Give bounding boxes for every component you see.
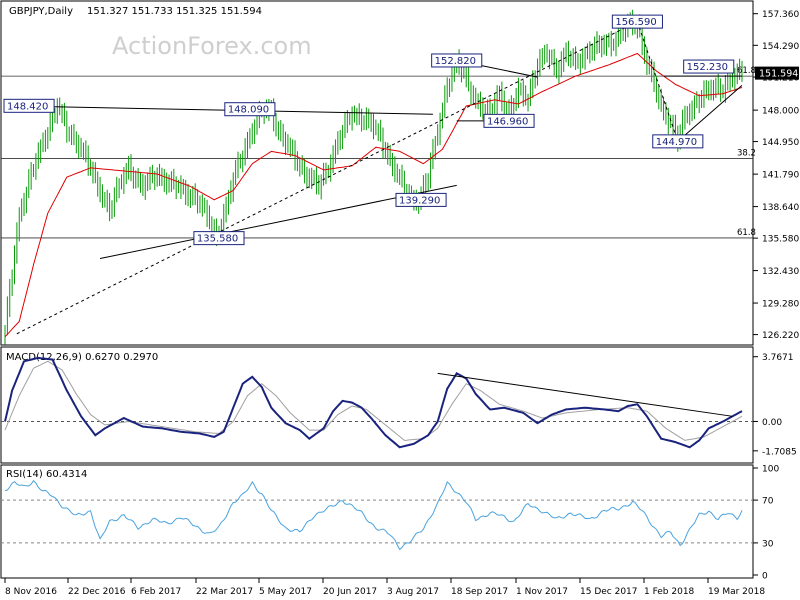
- price-annotation-box: [652, 134, 704, 149]
- fib-level-label: 38.2: [737, 149, 756, 159]
- trendline: [4, 105, 433, 115]
- price-annotation-box: [611, 14, 663, 29]
- price-tick-label: 135.580: [762, 235, 799, 245]
- macd-line: [4, 356, 743, 449]
- time-tick-label: 6 Feb 2017: [131, 587, 181, 597]
- trendline: [677, 85, 743, 142]
- dashed-trendline: [16, 21, 638, 335]
- rsi-tick-label: 0: [762, 572, 768, 582]
- price-tick-label: 144.950: [762, 138, 799, 148]
- rsi-pane: RSI(14) 60.4314 100 70 30 0: [0, 464, 779, 582]
- price-annotation-box: [431, 53, 483, 68]
- price-pane: GBPJPY,Daily 151.327 151.733 151.325 151…: [0, 0, 799, 346]
- time-tick-label: 22 Dec 2016: [68, 587, 126, 597]
- price-annotation-box: [3, 98, 55, 113]
- rsi-line: [4, 479, 743, 551]
- price-tick-label: 141.790: [762, 171, 799, 181]
- time-tick-label: 1 Feb 2018: [644, 587, 695, 597]
- rsi-pane-frame: [0, 464, 754, 579]
- macd-title: MACD(12,26,9) 0.6270 0.2970: [6, 352, 158, 363]
- time-tick-label: 8 Nov 2016: [5, 587, 57, 597]
- price-annotation-label: 152.230: [687, 62, 728, 73]
- price-annotation-box: [224, 102, 276, 117]
- macd-pane: MACD(12,26,9) 0.6270 0.2970 3.7671 0.00 -1…: [0, 346, 797, 464]
- fib-level-label: 61.8: [737, 228, 756, 238]
- price-axis: 157.360154.290151.210148.000144.950141.7…: [753, 10, 799, 341]
- fib-level-label: 61.8: [737, 66, 756, 76]
- last-price-marker: 151.594: [755, 66, 799, 80]
- chart-header-symbol: GBPJPY,Daily: [9, 6, 73, 17]
- macd-tick-label: -1.7085: [762, 447, 797, 457]
- price-annotation-box: [483, 113, 535, 128]
- price-annotation-label: 152.820: [435, 56, 476, 67]
- macd-tick-label: 3.7671: [762, 353, 794, 363]
- rsi-tick-label: 30: [762, 539, 774, 549]
- rsi-tick-label: 70: [762, 497, 774, 507]
- macd-tick-label: 0.00: [762, 418, 782, 428]
- time-tick-label: 3 Aug 2017: [387, 587, 439, 597]
- time-tick-label: 15 Dec 2017: [580, 587, 638, 597]
- macd-axis: 3.7671 0.00 -1.7085: [753, 353, 797, 457]
- price-annotation-label: 148.090: [228, 105, 269, 116]
- time-tick-label: 22 Mar 2017: [196, 587, 253, 597]
- price-tick-label: 148.000: [762, 107, 799, 117]
- price-annotation-box: [683, 59, 735, 74]
- price-tick-label: 154.290: [762, 42, 799, 52]
- price-annotation-label: 144.970: [656, 137, 697, 148]
- price-tick-label: 132.430: [762, 267, 799, 277]
- macd-trendline-line: [437, 372, 733, 417]
- time-axis: 8 Nov 2016 22 Dec 2016 6 Feb 2017 22 Mar 20…: [4, 578, 765, 597]
- last-price-label: 151.594: [759, 69, 798, 80]
- rsi-levels: [1, 499, 753, 544]
- price-tick-label: 157.360: [762, 10, 799, 20]
- price-annotation-label: 146.960: [487, 116, 528, 127]
- price-annotation-box: [193, 231, 245, 246]
- price-annotation-label: 139.290: [399, 195, 440, 206]
- macd-signal-line: [4, 360, 743, 441]
- time-tick-label: 20 Jun 2017: [323, 587, 377, 597]
- last-price-box: [755, 66, 799, 80]
- fib-levels: 61.8 38.2 61.8: [1, 66, 756, 239]
- price-tick-label: 138.640: [762, 203, 799, 213]
- macd-pane-frame: [0, 346, 754, 464]
- price-annotation-box: [395, 192, 447, 207]
- rsi-title: RSI(14) 60.4314: [6, 469, 87, 480]
- time-tick-label: 1 Nov 2017: [516, 587, 568, 597]
- time-tick-label: 19 Mar 2018: [708, 587, 765, 597]
- time-tick-label: 18 Sep 2017: [451, 587, 508, 597]
- watermark: ActionForex.com: [112, 32, 312, 60]
- price-annotation-label: 135.580: [197, 234, 238, 245]
- moving-average-line: [4, 52, 743, 338]
- price-annotations: 148.420 148.090 135.580 139.290 152.820 146.9…: [3, 14, 735, 246]
- price-annotation-label: 156.590: [615, 17, 656, 28]
- price-annotation-label: 148.420: [7, 101, 48, 112]
- macd-trendline: [437, 372, 733, 417]
- rsi-axis: 100 70 30 0: [753, 465, 779, 582]
- price-tick-label: 129.280: [762, 300, 799, 310]
- time-tick-label: 5 May 2017: [259, 587, 312, 597]
- chart-header-ohlc: 151.327 151.733 151.325 151.594: [87, 6, 262, 17]
- price-tick-label: 126.220: [762, 331, 799, 341]
- rsi-tick-label: 100: [762, 465, 779, 475]
